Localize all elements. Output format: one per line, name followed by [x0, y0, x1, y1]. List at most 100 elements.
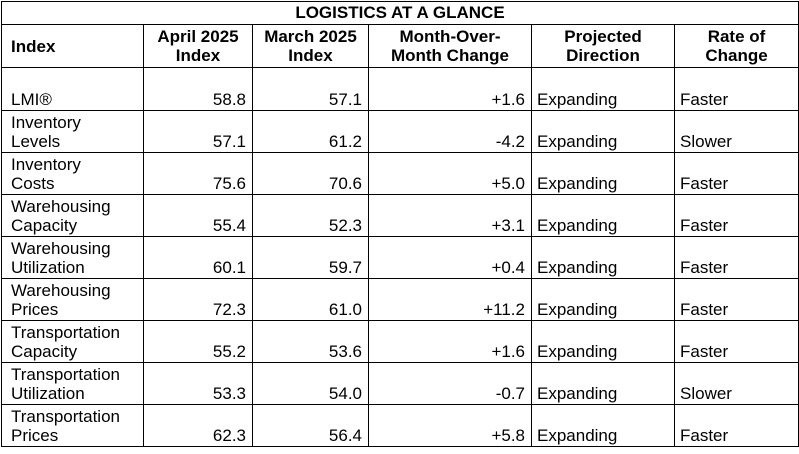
april-value-cell: 55.4 — [143, 194, 253, 237]
change-value-cell: +3.1 — [368, 194, 532, 237]
change-value-cell: +5.8 — [368, 404, 532, 447]
rate-cell: Faster — [673, 152, 799, 195]
header-change-line1: Month-Over- — [399, 27, 501, 46]
index-name-line2: Utilization — [11, 258, 85, 277]
index-name-cell: Warehousing Capacity — [1, 194, 144, 237]
index-name-line1: Transportation — [11, 407, 120, 426]
change-value-cell: +1.6 — [368, 320, 532, 363]
index-name-line1: Warehousing — [11, 281, 111, 300]
march-value-cell: 56.4 — [252, 404, 369, 447]
index-name-line2: Levels — [11, 132, 61, 151]
april-value-cell: 57.1 — [143, 110, 253, 153]
rate-cell: Faster — [673, 404, 799, 447]
header-rate-line2: Change — [705, 46, 768, 65]
april-value-cell: 75.6 — [143, 152, 253, 195]
direction-cell: Expanding — [531, 278, 675, 321]
rate-cell: Faster — [673, 278, 799, 321]
march-value-cell: 61.2 — [252, 110, 369, 153]
table-row: Warehousing Prices 72.3 61.0 +11.2 Expanding F… — [1, 278, 799, 321]
april-value-cell: 58.8 — [143, 67, 253, 111]
change-value-cell: +1.6 — [368, 67, 532, 111]
march-value-cell: 53.6 — [252, 320, 369, 363]
march-value-cell: 52.3 — [252, 194, 369, 237]
header-april-line2: Index — [175, 46, 221, 65]
march-value-cell: 70.6 — [252, 152, 369, 195]
rate-cell: Faster — [673, 236, 799, 279]
header-april-line1: April 2025 — [157, 27, 239, 46]
table-row: Inventory Levels 57.1 61.2 -4.2 Expanding Slow… — [1, 110, 799, 153]
change-value-cell: +5.0 — [368, 152, 532, 195]
index-name-line1: Transportation — [11, 365, 120, 384]
march-value-cell: 54.0 — [252, 362, 369, 405]
change-value-cell: -0.7 — [368, 362, 532, 405]
direction-cell: Expanding — [531, 110, 675, 153]
rate-cell: Faster — [673, 67, 799, 111]
index-name-cell: LMI® — [1, 67, 144, 111]
index-name-line2: Prices — [11, 426, 59, 445]
direction-cell: Expanding — [531, 236, 675, 279]
header-index: Index — [1, 24, 144, 68]
index-name-line2: Capacity — [11, 216, 78, 235]
index-name-cell: Warehousing Prices — [1, 278, 144, 321]
index-name-line1: Inventory — [11, 113, 81, 132]
header-rate: Rate of Change — [673, 24, 799, 68]
direction-cell: Expanding — [531, 404, 675, 447]
header-change: Month-Over- Month Change — [368, 24, 532, 68]
header-april: April 2025 Index — [143, 24, 253, 68]
header-march-line1: March 2025 — [264, 27, 357, 46]
index-name-cell: Inventory Costs — [1, 152, 144, 195]
index-name-line1: Transportation — [11, 323, 120, 342]
index-name-cell: Transportation Utilization — [1, 362, 144, 405]
header-direction-line1: Projected — [564, 27, 642, 46]
april-value-cell: 53.3 — [143, 362, 253, 405]
index-name-line1: LMI® — [11, 90, 52, 109]
rate-cell: Slower — [673, 110, 799, 153]
index-name-cell: Transportation Capacity — [1, 320, 144, 363]
march-value-cell: 59.7 — [252, 236, 369, 279]
april-value-cell: 55.2 — [143, 320, 253, 363]
march-value-cell: 61.0 — [252, 278, 369, 321]
index-name-line2: Capacity — [11, 342, 78, 361]
march-value-cell: 57.1 — [252, 67, 369, 111]
index-name-line1: Warehousing — [11, 239, 111, 258]
table-row: Inventory Costs 75.6 70.6 +5.0 Expanding Faste… — [1, 152, 799, 195]
direction-cell: Expanding — [531, 362, 675, 405]
index-name-line2: Costs — [11, 174, 55, 193]
header-march-line2: Index — [288, 46, 333, 65]
header-direction-line2: Direction — [566, 46, 640, 65]
table-row: Transportation Capacity 55.2 53.6 +1.6 Expand… — [1, 320, 799, 363]
index-name-cell: Inventory Levels — [1, 110, 144, 153]
change-value-cell: -4.2 — [368, 110, 532, 153]
direction-cell: Expanding — [531, 152, 675, 195]
header-row: Index April 2025 Index March 2025 Index … — [1, 24, 799, 68]
index-name-line2: Utilization — [11, 384, 85, 403]
title-row: LOGISTICS AT A GLANCE — [0, 1, 799, 25]
index-name-line1: Inventory — [11, 155, 81, 174]
rate-cell: Slower — [673, 362, 799, 405]
table-title: LOGISTICS AT A GLANCE — [0, 1, 799, 25]
table-row: Transportation Utilization 53.3 54.0 -0.7 Exp… — [1, 362, 799, 405]
header-march: March 2025 Index — [252, 24, 369, 68]
table-row: Warehousing Capacity 55.4 52.3 +3.1 Expanding… — [1, 194, 799, 237]
change-value-cell: +0.4 — [368, 236, 532, 279]
index-name-line2: Prices — [11, 300, 59, 319]
april-value-cell: 60.1 — [143, 236, 253, 279]
table-row: Transportation Prices 62.3 56.4 +5.8 Expandin… — [1, 404, 799, 447]
table-row: Warehousing Utilization 60.1 59.7 +0.4 Expand… — [1, 236, 799, 279]
header-change-line2: Month Change — [390, 46, 510, 65]
direction-cell: Expanding — [531, 194, 675, 237]
header-direction: Projected Direction — [531, 24, 675, 68]
direction-cell: Expanding — [531, 67, 675, 111]
rate-cell: Faster — [673, 194, 799, 237]
change-value-cell: +11.2 — [368, 278, 532, 321]
table-row: LMI® 58.8 57.1 +1.6 Expanding Faster — [1, 67, 799, 111]
direction-cell: Expanding — [531, 320, 675, 363]
index-name-cell: Transportation Prices — [1, 404, 144, 447]
index-name-cell: Warehousing Utilization — [1, 236, 144, 279]
april-value-cell: 72.3 — [143, 278, 253, 321]
april-value-cell: 62.3 — [143, 404, 253, 447]
index-name-line1: Warehousing — [11, 197, 111, 216]
rate-cell: Faster — [673, 320, 799, 363]
table-body: LMI® 58.8 57.1 +1.6 Expanding Faster Inventory… — [1, 67, 799, 447]
